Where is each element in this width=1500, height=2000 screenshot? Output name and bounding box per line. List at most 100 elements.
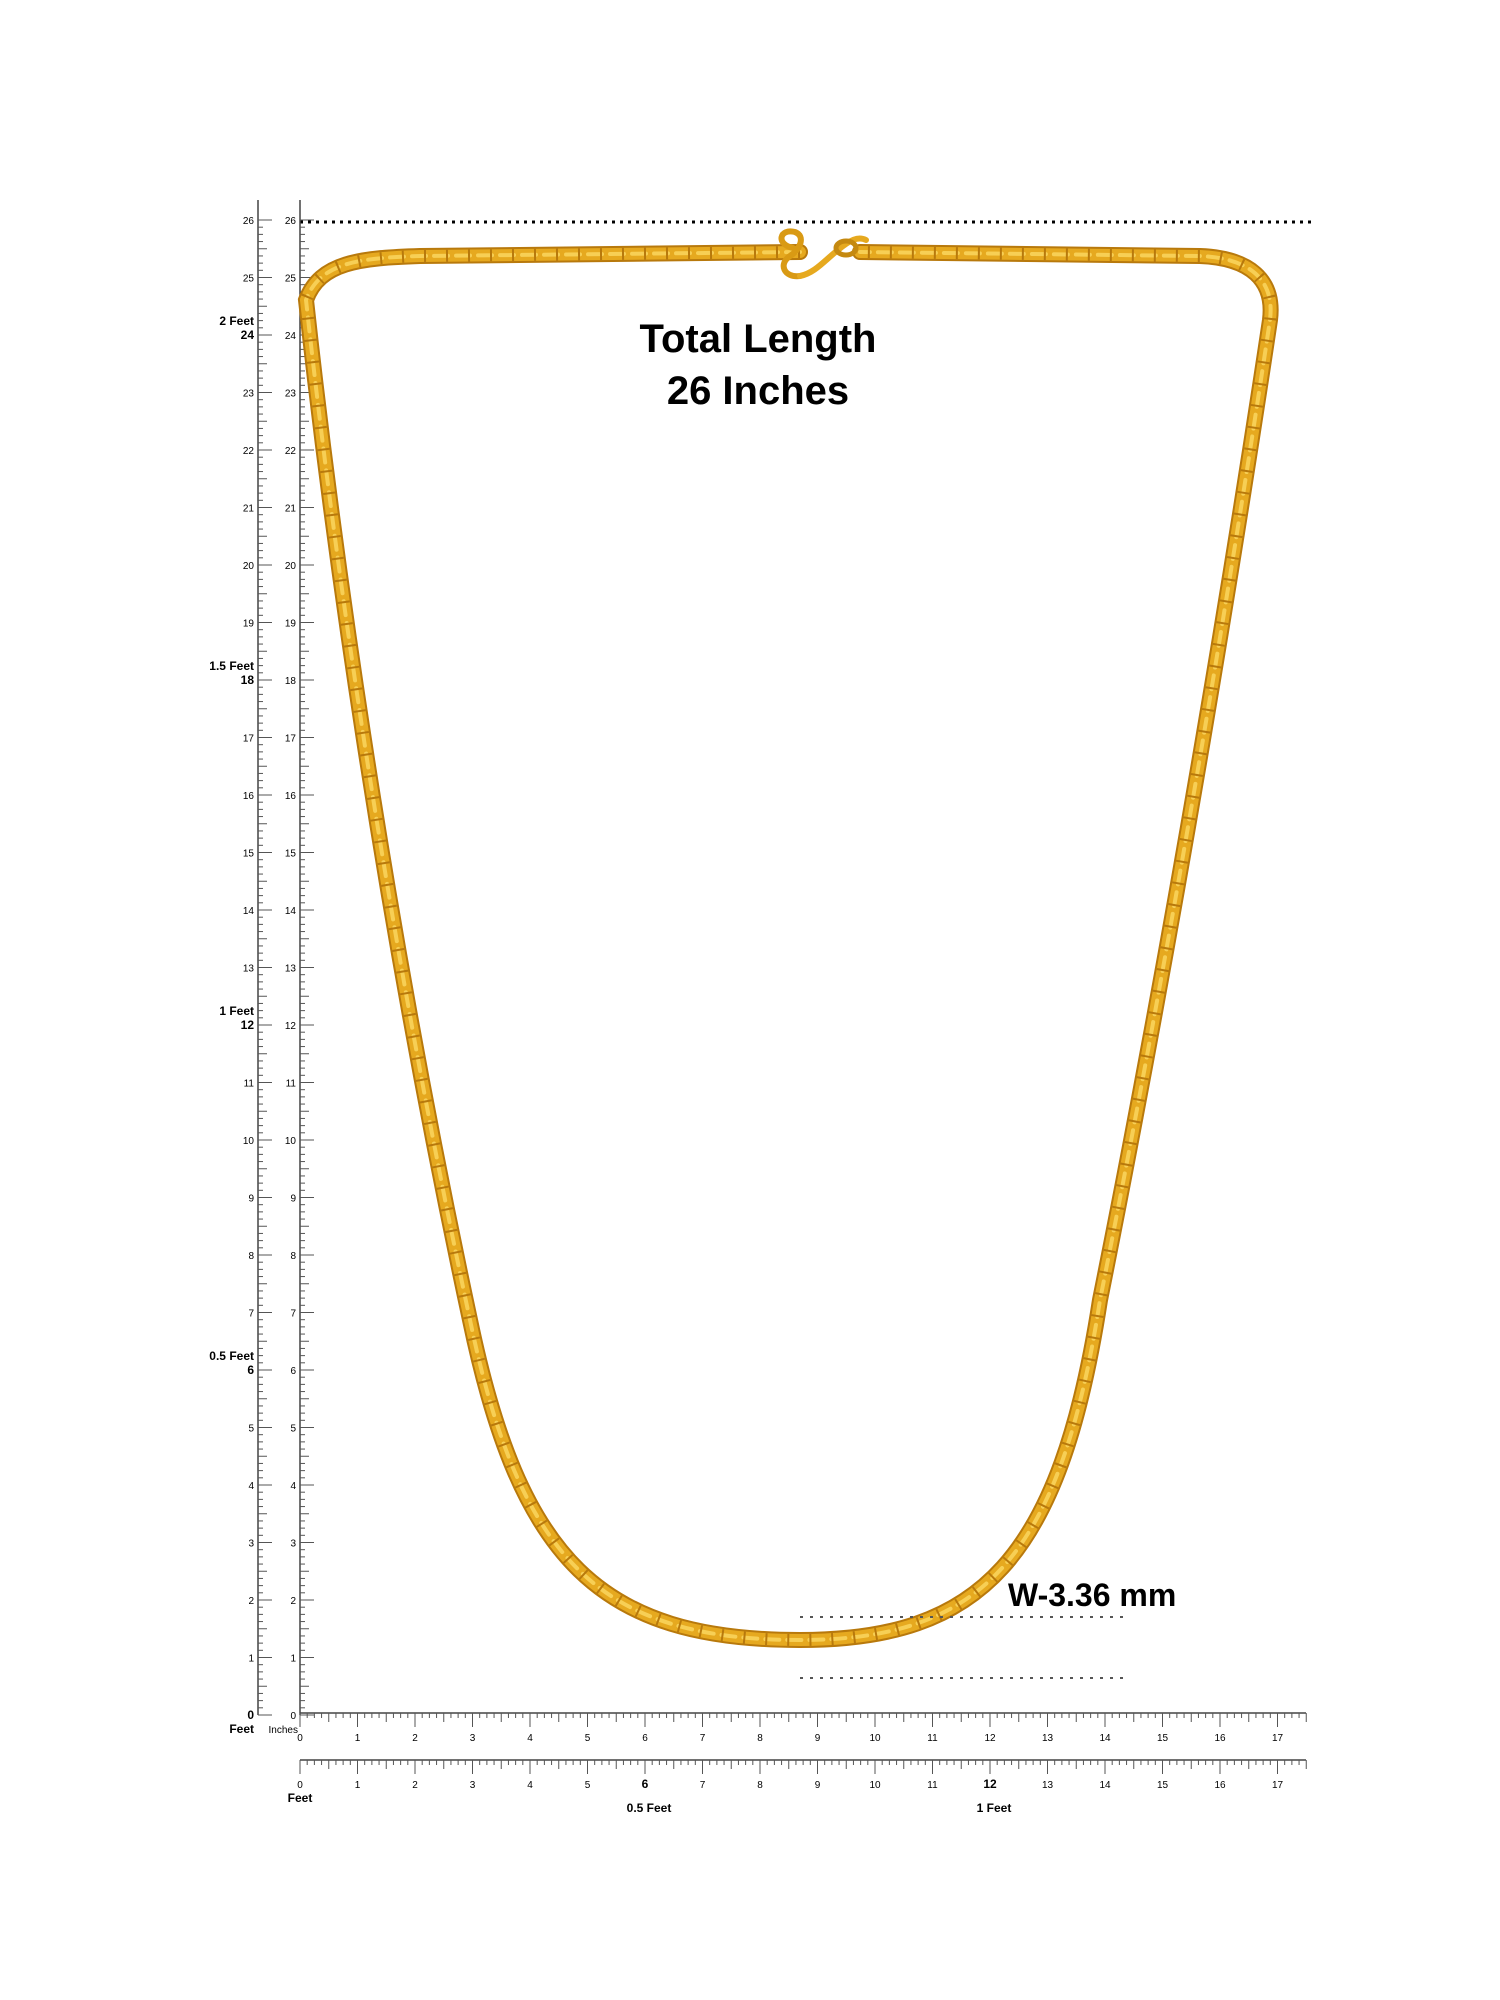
chain-highlight [303, 250, 1273, 1643]
horizontal-bottom-label: 12 [983, 1777, 997, 1791]
horizontal-top-label: 4 [527, 1733, 533, 1744]
vertical-inch-label-left: 3 [248, 1539, 254, 1550]
horizontal-top-label: 0 [297, 1733, 303, 1744]
horizontal-bottom-label: 11 [927, 1780, 938, 1791]
chain-link-separators [299, 246, 1277, 1647]
horizontal-top-label: 15 [1157, 1733, 1169, 1744]
horizontal-bottom-label: 4 [527, 1780, 533, 1791]
horizontal-ruler: 0 1 2 3 4 5 6 7 8 9 10 11 12 13 14 15 16 170 1 2 3 4 5 6 7 8 9 10 11… [288, 1712, 1307, 1815]
headline-line-2: 26 Inches [667, 369, 849, 413]
horizontal-top-label: 16 [1214, 1733, 1226, 1744]
vertical-feet-value: 6 [247, 1363, 254, 1377]
vertical-feet-unit: 2 Feet [219, 314, 254, 328]
vertical-inch-label-left: 20 [243, 561, 255, 572]
vertical-inch-label: 7 [290, 1309, 296, 1320]
horizontal-top-label: 14 [1099, 1733, 1111, 1744]
vertical-feet-unit: 0.5 Feet [209, 1349, 254, 1363]
vertical-inch-label-left: 7 [248, 1309, 254, 1320]
vertical-inch-label-left: 8 [248, 1251, 254, 1262]
vertical-inch-label-left: 15 [243, 849, 255, 860]
vertical-inch-label-left: 9 [248, 1194, 254, 1205]
vertical-inch-label-left: 13 [243, 964, 255, 975]
vertical-inch-label: 17 [285, 734, 297, 745]
vertical-inch-label: 21 [285, 504, 297, 515]
vertical-inch-label: 1 [290, 1654, 296, 1665]
vertical-inch-label-left: 25 [243, 274, 255, 285]
inches-caption: Inches [269, 1725, 298, 1736]
horizontal-bottom-label: 17 [1272, 1780, 1284, 1791]
horizontal-bottom-label: 16 [1214, 1780, 1226, 1791]
vertical-inch-label-left: 19 [243, 619, 255, 630]
vertical-inch-label: 20 [285, 561, 297, 572]
vertical-inch-label: 16 [285, 791, 297, 802]
vertical-inch-label: 5 [290, 1424, 296, 1435]
horizontal-bottom-label: 8 [757, 1780, 763, 1791]
vertical-feet-value: 24 [241, 328, 255, 342]
feet-mark-caption: 1 Feet [977, 1801, 1012, 1815]
vertical-inch-label-left: 23 [243, 389, 255, 400]
vertical-feet-unit: 1 Feet [219, 1004, 254, 1018]
vertical-feet-value: 0 [247, 1708, 254, 1722]
horizontal-top-label: 6 [642, 1733, 648, 1744]
vertical-inch-label: 23 [285, 389, 297, 400]
s-hook-clasp-icon [778, 228, 869, 280]
vertical-inch-label: 9 [290, 1194, 296, 1205]
vertical-inch-label: 22 [285, 446, 297, 457]
vertical-inch-label: 0 [290, 1711, 296, 1722]
vertical-feet-value: 18 [241, 673, 255, 687]
vertical-inch-label: 25 [285, 274, 297, 285]
vertical-inch-label-left: 14 [243, 906, 255, 917]
horizontal-top-label: 2 [412, 1733, 418, 1744]
horizontal-top-label: 7 [700, 1733, 706, 1744]
horizontal-top-label: 5 [585, 1733, 591, 1744]
vertical-inch-label: 11 [286, 1079, 297, 1090]
horizontal-top-label: 8 [757, 1733, 763, 1744]
vertical-feet-unit: 1.5 Feet [209, 659, 254, 673]
horizontal-bottom-label: 7 [700, 1780, 706, 1791]
horizontal-top-label: 10 [869, 1733, 881, 1744]
vertical-feet-value: 12 [241, 1018, 255, 1032]
vertical-inch-label-left: 4 [248, 1481, 254, 1492]
feet-caption: Feet [288, 1791, 313, 1805]
horizontal-bottom-label: 0 [297, 1780, 303, 1791]
vertical-inch-label-left: 26 [243, 216, 255, 227]
vertical-inch-label: 15 [285, 849, 297, 860]
horizontal-top-label: 11 [927, 1733, 938, 1744]
vertical-inch-label-left: 1 [248, 1654, 254, 1665]
vertical-inch-label: 13 [285, 964, 297, 975]
vertical-inch-label: 6 [290, 1366, 296, 1377]
vertical-inch-label-left: 17 [243, 734, 255, 745]
vertical-inch-label: 19 [285, 619, 297, 630]
vertical-inch-label: 24 [285, 331, 297, 342]
horizontal-top-label: 9 [815, 1733, 821, 1744]
vertical-inch-label-left: 11 [244, 1079, 255, 1090]
vertical-inch-label: 12 [285, 1021, 297, 1032]
vertical-inch-label-left: 5 [248, 1424, 254, 1435]
horizontal-bottom-label: 5 [585, 1780, 591, 1791]
horizontal-bottom-label: 3 [470, 1780, 476, 1791]
vertical-inch-label-left: 16 [243, 791, 255, 802]
horizontal-bottom-label: 2 [412, 1780, 418, 1791]
vertical-inch-label: 10 [285, 1136, 297, 1147]
horizontal-bottom-label: 9 [815, 1780, 821, 1791]
horizontal-bottom-label: 10 [869, 1780, 881, 1791]
horizontal-bottom-label: 1 [355, 1780, 361, 1791]
vertical-inch-label-left: 10 [243, 1136, 255, 1147]
horizontal-bottom-label: 14 [1099, 1780, 1111, 1791]
horizontal-top-label: 3 [470, 1733, 476, 1744]
horizontal-bottom-label: 13 [1042, 1780, 1054, 1791]
vertical-ruler: 0112233445567788991010111112131314141515… [209, 200, 314, 1736]
headline-line-1: Total Length [640, 317, 877, 361]
horizontal-bottom-label: 6 [642, 1777, 649, 1791]
vertical-inch-label-left: 22 [243, 446, 255, 457]
vertical-feet-unit: Feet [229, 1722, 254, 1736]
width-label: W-3.36 mm [1008, 1577, 1176, 1613]
vertical-inch-label: 14 [285, 906, 297, 917]
vertical-inch-label-left: 21 [243, 504, 255, 515]
vertical-inch-label: 3 [290, 1539, 296, 1550]
vertical-inch-label: 4 [290, 1481, 296, 1492]
horizontal-top-label: 1 [355, 1733, 361, 1744]
horizontal-bottom-label: 15 [1157, 1780, 1169, 1791]
horizontal-top-label: 12 [984, 1733, 996, 1744]
